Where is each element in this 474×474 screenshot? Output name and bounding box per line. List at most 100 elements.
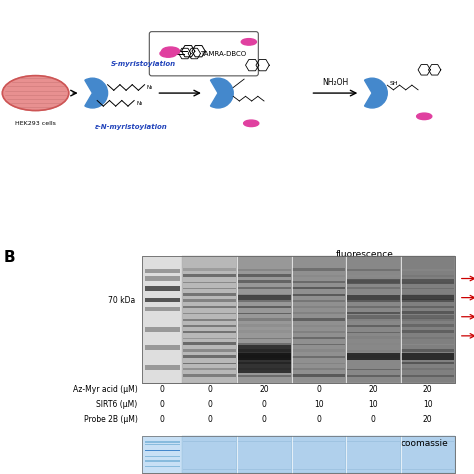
Bar	[145, 460, 180, 462]
Bar	[292, 312, 345, 314]
Text: 0: 0	[207, 385, 212, 394]
Bar	[142, 255, 455, 383]
Bar	[238, 295, 291, 300]
Bar	[347, 444, 400, 445]
Bar	[347, 287, 400, 290]
Bar	[183, 441, 236, 442]
Bar	[238, 465, 291, 466]
Bar	[183, 342, 236, 346]
Bar	[183, 337, 236, 339]
Bar	[401, 288, 454, 290]
Bar	[401, 469, 454, 470]
Wedge shape	[85, 78, 108, 108]
Bar	[145, 365, 180, 370]
Bar	[145, 465, 180, 467]
Bar	[347, 353, 400, 360]
Bar	[145, 444, 180, 445]
Bar	[401, 353, 454, 360]
Ellipse shape	[244, 120, 259, 127]
Bar	[401, 294, 454, 296]
Bar	[347, 295, 400, 300]
Bar	[401, 295, 454, 300]
Bar	[401, 362, 454, 364]
Text: 20: 20	[368, 385, 378, 394]
Text: 10: 10	[368, 400, 378, 409]
Bar	[401, 437, 455, 473]
Text: 20: 20	[423, 415, 433, 424]
Bar	[183, 444, 236, 445]
Bar	[238, 355, 291, 358]
Bar	[238, 444, 291, 445]
Bar	[183, 331, 236, 333]
Bar	[182, 437, 237, 473]
Text: N₃: N₃	[147, 85, 153, 90]
Bar	[238, 353, 291, 360]
Bar	[347, 350, 400, 352]
Text: fluorescence: fluorescence	[336, 250, 394, 259]
Bar	[182, 255, 237, 383]
Text: 0: 0	[160, 400, 165, 409]
Ellipse shape	[241, 38, 256, 45]
Text: SIRT6 (μM): SIRT6 (μM)	[96, 400, 137, 409]
Wedge shape	[365, 78, 387, 108]
Bar	[401, 279, 454, 283]
Bar	[347, 336, 400, 339]
Bar	[347, 441, 400, 442]
Bar	[183, 299, 236, 302]
FancyBboxPatch shape	[149, 32, 258, 76]
Bar	[347, 465, 400, 466]
Bar	[401, 282, 454, 283]
Bar	[145, 441, 180, 443]
Bar	[183, 368, 236, 370]
Bar	[292, 374, 345, 377]
Bar	[401, 318, 454, 320]
Bar	[401, 356, 454, 358]
Bar	[292, 287, 345, 290]
Text: SH: SH	[390, 81, 399, 86]
Bar	[292, 356, 345, 358]
Bar	[401, 337, 454, 339]
Bar	[347, 269, 400, 271]
Bar	[238, 368, 291, 370]
Bar	[292, 268, 345, 271]
Bar	[183, 282, 236, 283]
Bar	[238, 287, 291, 290]
Bar	[292, 465, 345, 466]
Bar	[183, 306, 236, 308]
Bar	[183, 465, 236, 466]
Bar	[142, 437, 455, 473]
Bar	[292, 368, 345, 370]
Bar	[292, 294, 345, 296]
Bar	[238, 324, 291, 327]
Bar	[401, 307, 454, 308]
Bar	[292, 444, 345, 445]
Text: 0: 0	[160, 385, 165, 394]
Text: 0: 0	[316, 415, 321, 424]
Bar	[145, 345, 180, 349]
Bar	[145, 298, 180, 302]
Bar	[238, 300, 291, 302]
Bar	[238, 281, 291, 283]
Bar	[401, 255, 455, 383]
Bar	[183, 349, 236, 352]
Bar	[347, 361, 400, 364]
Bar	[347, 369, 400, 370]
Bar	[401, 275, 454, 277]
Bar	[346, 437, 401, 473]
Bar	[183, 374, 236, 377]
Bar	[292, 344, 345, 346]
Bar	[347, 312, 400, 314]
Bar	[238, 343, 291, 346]
Text: 0: 0	[371, 415, 376, 424]
Bar	[238, 345, 291, 373]
Bar	[347, 325, 400, 327]
Bar	[145, 276, 180, 281]
Text: 0: 0	[316, 385, 321, 394]
Text: S-myristoylation: S-myristoylation	[110, 61, 175, 67]
Wedge shape	[210, 78, 233, 108]
Bar	[183, 319, 236, 320]
Bar	[347, 300, 400, 302]
Bar	[238, 375, 291, 377]
Text: N₃: N₃	[137, 101, 143, 106]
Text: 0: 0	[207, 400, 212, 409]
